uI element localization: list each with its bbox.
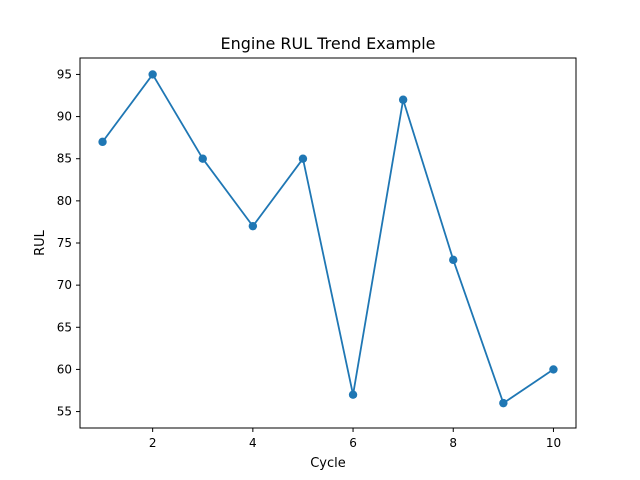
data-point	[499, 398, 508, 408]
data-point	[248, 221, 258, 231]
x-tick-label: 6	[349, 436, 357, 450]
data-point	[398, 95, 408, 104]
data-point	[449, 255, 458, 265]
chart-title: Engine RUL Trend Example	[220, 34, 435, 53]
data-point	[298, 154, 308, 163]
data-point	[549, 365, 558, 374]
y-tick-label: 65	[57, 320, 72, 334]
x-axis-label: Cycle	[310, 456, 346, 471]
x-tick-label: 8	[449, 436, 457, 450]
y-tick-label: 80	[57, 194, 72, 208]
data-point	[98, 137, 107, 147]
data-point	[148, 70, 157, 79]
x-tick-label: 4	[249, 436, 257, 450]
x-tick-label: 2	[149, 436, 157, 450]
y-tick-label: 85	[57, 152, 72, 166]
y-tick-label: 95	[57, 67, 72, 81]
y-tick-label: 55	[57, 405, 72, 419]
y-tick-label: 90	[57, 110, 72, 124]
x-tick-label: 10	[546, 436, 561, 450]
y-tick-label: 75	[57, 236, 72, 250]
y-tick-label: 70	[57, 278, 72, 292]
data-point	[198, 154, 207, 163]
y-tick-label: 60	[57, 362, 72, 376]
series-line	[101, 73, 554, 405]
data-point	[348, 390, 358, 399]
plot-area	[98, 70, 558, 408]
y-axis-label: RUL	[33, 229, 48, 256]
